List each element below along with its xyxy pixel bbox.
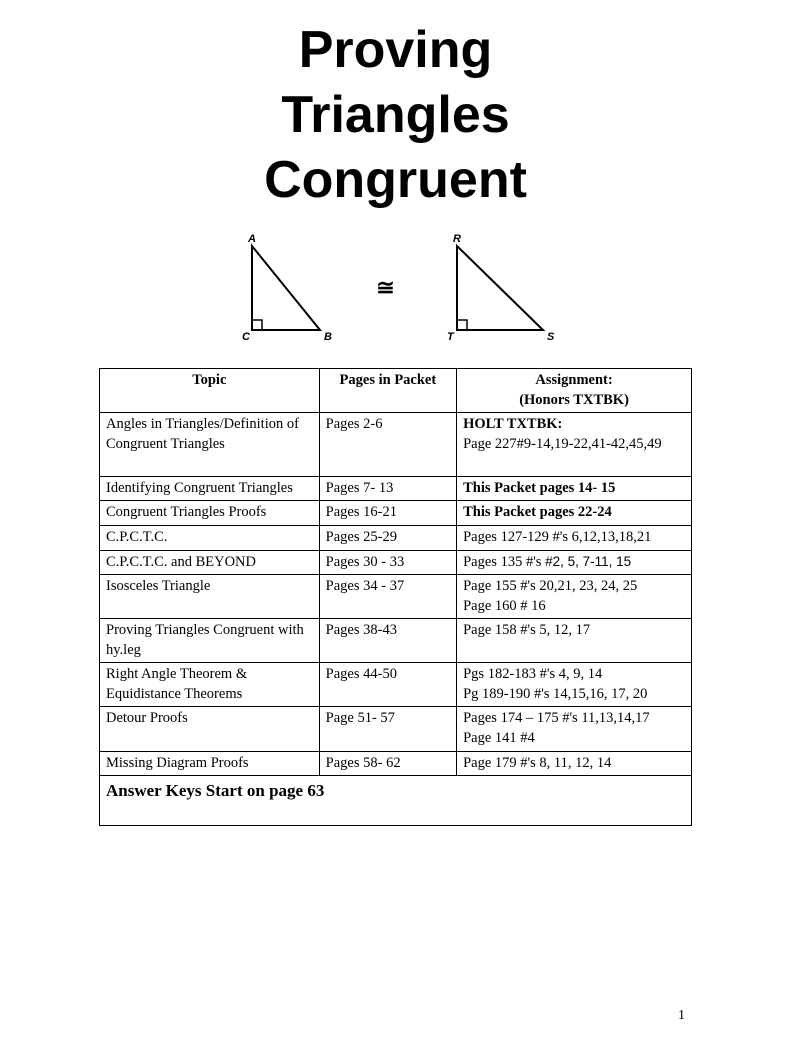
cell-topic: Missing Diagram Proofs bbox=[100, 751, 320, 776]
header-assignment-l2: (Honors TXTBK) bbox=[519, 392, 629, 408]
assign-prefix: Pages 135 #'s bbox=[463, 554, 545, 570]
cell-assignment: Pgs 182-183 #'s 4, 9, 14 Pg 189-190 #'s … bbox=[457, 663, 692, 707]
cell-pages: Page 51- 57 bbox=[319, 707, 456, 751]
cell-topic: Isosceles Triangle bbox=[100, 575, 320, 619]
cell-pages: Pages 2-6 bbox=[319, 413, 456, 477]
footer-row: Answer Keys Start on page 63 bbox=[100, 776, 692, 826]
assign-rest: Page 227#9-14,19-22,41-42,45,49 bbox=[463, 436, 662, 452]
cell-pages: Pages 34 - 37 bbox=[319, 575, 456, 619]
cell-topic: Right Angle Theorem & Equidistance Theor… bbox=[100, 663, 320, 707]
cell-pages: Pages 7- 13 bbox=[319, 476, 456, 501]
cell-pages: Pages 25-29 bbox=[319, 525, 456, 550]
label-R: R bbox=[453, 233, 461, 245]
cell-assignment: Pages 135 #'s #2, 5, 7-11, 15 bbox=[457, 550, 692, 575]
label-C: C bbox=[242, 331, 251, 343]
assign-arial: #2, 5, 7-11, 15 bbox=[545, 554, 631, 569]
cell-assignment: Page 155 #'s 20,21, 23, 24, 25 Page 160 … bbox=[457, 575, 692, 619]
label-B: B bbox=[324, 331, 332, 343]
triangle-left: A C B bbox=[218, 228, 348, 348]
page-number: 1 bbox=[678, 1008, 685, 1024]
label-S: S bbox=[547, 331, 555, 343]
congruent-symbol: ≅ bbox=[376, 275, 394, 301]
table-row: Identifying Congruent Triangles Pages 7-… bbox=[100, 476, 692, 501]
cell-topic: Identifying Congruent Triangles bbox=[100, 476, 320, 501]
header-pages: Pages in Packet bbox=[319, 369, 456, 413]
cell-assignment: Page 179 #'s 8, 11, 12, 14 bbox=[457, 751, 692, 776]
label-T: T bbox=[447, 331, 455, 343]
cell-pages: Pages 44-50 bbox=[319, 663, 456, 707]
title-line-2: Triangles bbox=[0, 83, 791, 148]
triangle-diagram: A C B ≅ R T S bbox=[0, 228, 791, 348]
cell-topic: Detour Proofs bbox=[100, 707, 320, 751]
triangle-right: R T S bbox=[423, 228, 573, 348]
cell-assignment: This Packet pages 22-24 bbox=[457, 501, 692, 526]
cell-topic: Proving Triangles Congruent with hy.leg bbox=[100, 619, 320, 663]
cell-pages: Pages 30 - 33 bbox=[319, 550, 456, 575]
table-body: Angles in Triangles/Definition of Congru… bbox=[100, 413, 692, 826]
content-table: Topic Pages in Packet Assignment: (Honor… bbox=[99, 368, 692, 826]
assign-bold: HOLT TXTBK: bbox=[463, 416, 562, 432]
cell-pages: Pages 38-43 bbox=[319, 619, 456, 663]
cell-topic: C.P.C.T.C. bbox=[100, 525, 320, 550]
table-row: Congruent Triangles Proofs Pages 16-21 T… bbox=[100, 501, 692, 526]
cell-assignment: Page 158 #'s 5, 12, 17 bbox=[457, 619, 692, 663]
cell-topic: Angles in Triangles/Definition of Congru… bbox=[100, 413, 320, 477]
footer-text: Answer Keys Start on page 63 bbox=[100, 776, 692, 826]
document-title: Proving Triangles Congruent bbox=[0, 18, 791, 213]
cell-topic: C.P.C.T.C. and BEYOND bbox=[100, 550, 320, 575]
cell-pages: Pages 16-21 bbox=[319, 501, 456, 526]
table-row: C.P.C.T.C. and BEYOND Pages 30 - 33 Page… bbox=[100, 550, 692, 575]
cell-topic: Congruent Triangles Proofs bbox=[100, 501, 320, 526]
table-row: Detour Proofs Page 51- 57 Pages 174 – 17… bbox=[100, 707, 692, 751]
table-row: Missing Diagram Proofs Pages 58- 62 Page… bbox=[100, 751, 692, 776]
cell-assignment: Pages 127-129 #'s 6,12,13,18,21 bbox=[457, 525, 692, 550]
cell-assignment: This Packet pages 14- 15 bbox=[457, 476, 692, 501]
cell-assignment: Pages 174 – 175 #'s 11,13,14,17 Page 141… bbox=[457, 707, 692, 751]
cell-pages: Pages 58- 62 bbox=[319, 751, 456, 776]
header-topic: Topic bbox=[100, 369, 320, 413]
header-assignment-l1: Assignment: bbox=[535, 372, 612, 388]
header-assignment: Assignment: (Honors TXTBK) bbox=[457, 369, 692, 413]
table-row: Isosceles Triangle Pages 34 - 37 Page 15… bbox=[100, 575, 692, 619]
table-row: C.P.C.T.C. Pages 25-29 Pages 127-129 #'s… bbox=[100, 525, 692, 550]
header-row: Topic Pages in Packet Assignment: (Honor… bbox=[100, 369, 692, 413]
table-row: Proving Triangles Congruent with hy.leg … bbox=[100, 619, 692, 663]
title-line-1: Proving bbox=[0, 18, 791, 83]
table-row: Right Angle Theorem & Equidistance Theor… bbox=[100, 663, 692, 707]
label-A: A bbox=[247, 233, 256, 245]
table-row: Angles in Triangles/Definition of Congru… bbox=[100, 413, 692, 477]
cell-assignment: HOLT TXTBK: Page 227#9-14,19-22,41-42,45… bbox=[457, 413, 692, 477]
title-line-3: Congruent bbox=[0, 148, 791, 213]
